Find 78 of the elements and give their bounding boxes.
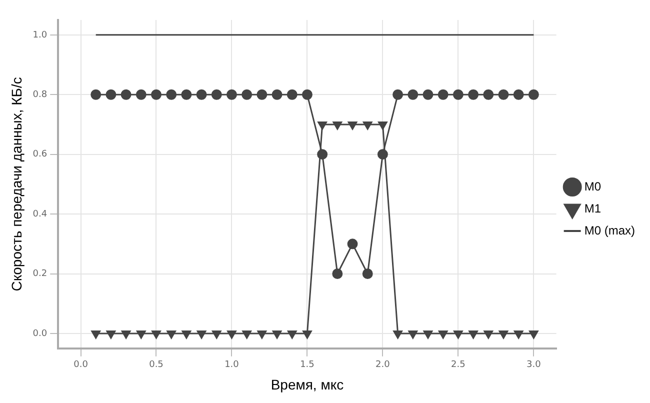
y-tick-label: 0.0: [32, 328, 48, 339]
x-tick-label: 2.0: [376, 360, 390, 370]
point: [257, 330, 267, 339]
point: [498, 330, 508, 339]
legend-label: M1: [584, 201, 602, 216]
point: [302, 89, 312, 100]
point: [120, 89, 132, 100]
point: [242, 330, 252, 339]
point: [227, 330, 236, 339]
point: [347, 238, 358, 250]
x-tick-label: 1.0: [224, 360, 240, 370]
point: [408, 89, 418, 100]
legend-label: M0: [584, 179, 602, 194]
point: [438, 89, 448, 100]
y-tick-label: 1.0: [32, 30, 48, 40]
point: [484, 330, 494, 339]
point: [272, 89, 282, 100]
point: [498, 89, 509, 100]
point: [181, 89, 192, 100]
point: [468, 89, 479, 100]
point: [513, 89, 524, 100]
x-tick-label: 3.0: [526, 360, 542, 370]
point: [90, 89, 102, 100]
point: [483, 89, 494, 100]
point: [196, 89, 207, 100]
x-tick-label: 0.0: [74, 360, 88, 370]
point: [242, 89, 252, 100]
point: [317, 149, 328, 160]
point: [121, 330, 131, 339]
point: [211, 89, 222, 100]
y-tick-label: 0.2: [32, 269, 48, 280]
point: [106, 89, 116, 100]
point: [408, 330, 418, 339]
point: [287, 330, 297, 339]
x-axis-title: Время, мкс: [270, 376, 344, 392]
point: [422, 89, 434, 100]
point: [136, 330, 146, 339]
point: [438, 330, 448, 339]
point: [393, 330, 402, 339]
point: [182, 330, 192, 339]
y-tick-label: 0.8: [32, 90, 48, 100]
point: [318, 121, 327, 130]
point: [212, 330, 222, 339]
point: [392, 89, 404, 100]
point: [286, 89, 298, 100]
y-axis-title: Скорость передачи данных, КБ/с: [8, 77, 24, 292]
point: [362, 268, 373, 280]
point: [423, 330, 433, 339]
point: [454, 330, 463, 339]
point: [378, 121, 388, 130]
point: [196, 330, 206, 339]
point: [151, 89, 162, 100]
point: [332, 268, 343, 280]
point: [91, 330, 101, 339]
x-tick-label: 0.5: [149, 360, 164, 370]
point: [272, 330, 282, 339]
point: [529, 330, 538, 339]
point: [468, 330, 478, 339]
point: [256, 89, 268, 100]
y-tick-label: 0.4: [32, 209, 48, 220]
point: [377, 149, 388, 160]
point: [514, 330, 524, 339]
point: [528, 89, 539, 100]
point: [106, 330, 116, 339]
point: [332, 121, 342, 130]
point: [362, 121, 372, 130]
legend-label: M0 (max): [584, 223, 636, 238]
point: [348, 121, 358, 130]
point: [166, 89, 177, 100]
point: [226, 89, 237, 100]
y-tick-label: 0.6: [32, 150, 48, 160]
x-tick-label: 2.5: [451, 360, 466, 370]
point: [166, 330, 176, 339]
x-tick-label: 1.5: [300, 360, 314, 370]
point: [302, 330, 312, 339]
point: [452, 89, 464, 100]
point: [152, 330, 161, 339]
point: [136, 89, 146, 100]
